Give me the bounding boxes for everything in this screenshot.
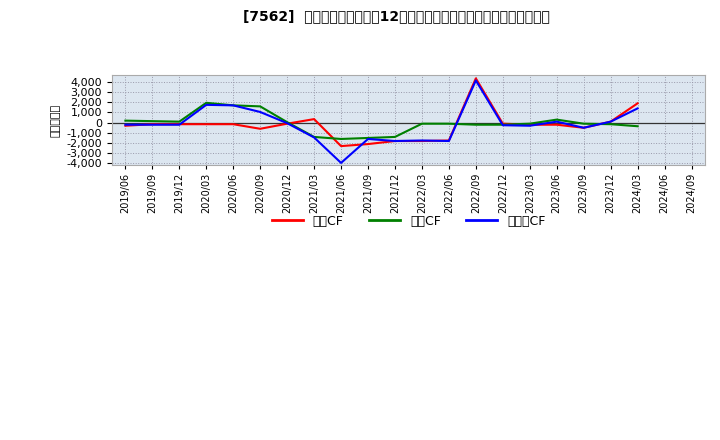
フリーCF: [444, 138, 453, 143]
投資CF: [337, 136, 346, 142]
営業CF: [229, 121, 238, 127]
フリーCF: [418, 138, 426, 143]
営業CF: [121, 123, 130, 128]
フリーCF: [256, 109, 264, 114]
営業CF: [337, 143, 346, 149]
フリーCF: [364, 136, 372, 142]
営業CF: [310, 117, 318, 122]
Line: フリーCF: フリーCF: [125, 81, 638, 163]
投資CF: [148, 118, 157, 124]
投資CF: [175, 119, 184, 124]
投資CF: [364, 136, 372, 141]
投資CF: [634, 124, 642, 129]
営業CF: [202, 121, 210, 127]
投資CF: [310, 134, 318, 139]
フリーCF: [472, 78, 480, 83]
フリーCF: [310, 135, 318, 140]
フリーCF: [121, 122, 130, 127]
投資CF: [472, 122, 480, 127]
投資CF: [202, 100, 210, 106]
営業CF: [552, 122, 561, 127]
投資CF: [580, 121, 588, 126]
営業CF: [256, 126, 264, 132]
Y-axis label: （百万円）: （百万円）: [51, 103, 61, 137]
フリーCF: [391, 138, 400, 143]
Text: [7562]  キャッシュフローの12か月移動合計の対前年同期増減額の推移: [7562] キャッシュフローの12か月移動合計の対前年同期増減額の推移: [243, 9, 549, 23]
Line: 投資CF: 投資CF: [125, 103, 638, 139]
営業CF: [175, 121, 184, 127]
営業CF: [498, 121, 507, 126]
投資CF: [121, 118, 130, 123]
フリーCF: [283, 121, 292, 126]
営業CF: [391, 138, 400, 143]
投資CF: [418, 121, 426, 126]
フリーCF: [526, 123, 534, 128]
フリーCF: [498, 123, 507, 128]
フリーCF: [337, 160, 346, 165]
営業CF: [580, 125, 588, 130]
営業CF: [526, 122, 534, 127]
フリーCF: [552, 119, 561, 124]
投資CF: [526, 121, 534, 126]
Line: 営業CF: 営業CF: [125, 78, 638, 146]
営業CF: [418, 138, 426, 143]
フリーCF: [606, 119, 615, 124]
投資CF: [229, 103, 238, 108]
投資CF: [606, 121, 615, 127]
Legend: 営業CF, 投資CF, フリーCF: 営業CF, 投資CF, フリーCF: [266, 210, 550, 233]
投資CF: [391, 134, 400, 139]
フリーCF: [580, 125, 588, 130]
投資CF: [552, 117, 561, 122]
フリーCF: [202, 102, 210, 107]
投資CF: [498, 122, 507, 127]
営業CF: [606, 119, 615, 124]
営業CF: [634, 101, 642, 106]
投資CF: [444, 121, 453, 126]
営業CF: [148, 121, 157, 127]
営業CF: [444, 138, 453, 143]
フリーCF: [175, 122, 184, 127]
フリーCF: [229, 103, 238, 108]
営業CF: [283, 121, 292, 126]
フリーCF: [148, 122, 157, 127]
投資CF: [283, 120, 292, 125]
投資CF: [256, 104, 264, 109]
営業CF: [472, 76, 480, 81]
フリーCF: [634, 106, 642, 111]
営業CF: [364, 141, 372, 147]
